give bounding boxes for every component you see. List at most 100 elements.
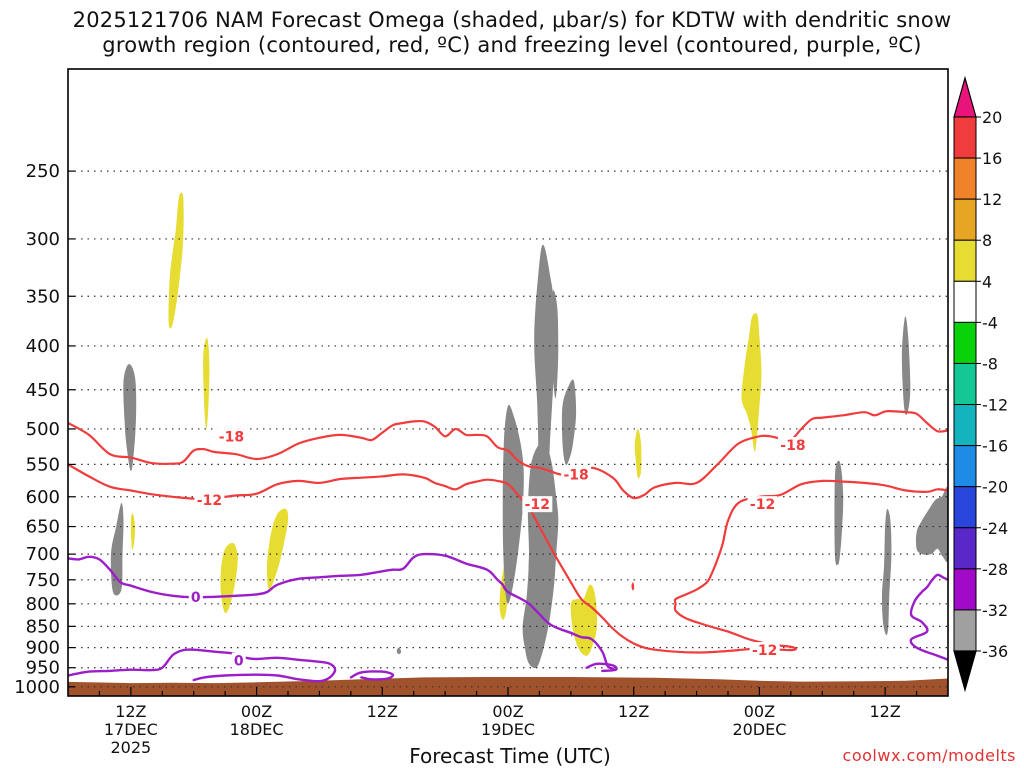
colorbar-label-9: -20 [982, 478, 1008, 497]
freezing-level-label-0: 0 [191, 590, 201, 606]
omega-shading-layer [110, 192, 948, 669]
colorbar-bin-1 [953, 116, 977, 159]
temperature-label-bg-0 [216, 428, 247, 445]
colorbar-bin-13 [953, 609, 977, 652]
colorbar-bin-8 [953, 404, 977, 447]
colorbar-bin-9 [953, 445, 977, 488]
omega-region-9 [634, 429, 642, 479]
x-tick-label-66-1: 00Z [744, 702, 775, 721]
x-tick-label-54-1: 12Z [618, 702, 649, 721]
colorbar-label-13: -36 [982, 642, 1008, 661]
x-axis-title: Forecast Time (UTC) [409, 744, 611, 768]
contour-layer [68, 410, 948, 683]
temperature-label-4: -12 [752, 643, 777, 659]
temperature-label-bg-4 [749, 642, 780, 659]
freezing-level-contour-3 [585, 662, 618, 673]
temperature-label-bg-2 [522, 496, 553, 513]
omega-region-3 [130, 513, 136, 551]
omega-region-1 [203, 337, 210, 429]
omega-region-8 [741, 313, 762, 452]
temperature-label-1: -12 [197, 493, 222, 509]
colorbar-label-12: -32 [982, 601, 1008, 620]
omega-region-13 [550, 290, 559, 399]
omega-region-2 [220, 542, 238, 614]
y-tick-label-350: 350 [26, 286, 60, 307]
colorbar-label-10: -24 [982, 519, 1008, 538]
x-tick-label-18-2: 18DEC [230, 720, 284, 739]
temperature-contour-1 [68, 463, 948, 654]
temperature-label-bg-5 [747, 496, 778, 513]
omega-region-34 [631, 582, 635, 591]
y-tick-label-800: 800 [26, 594, 60, 615]
colorbar-bin-7 [953, 362, 977, 406]
chart-title-line-1: 2025121706 NAM Forecast Omega (shaded, μ… [72, 8, 952, 32]
colorbar-bin-11 [953, 527, 977, 570]
x-tick-label-66-2: 20DEC [732, 720, 786, 739]
y-tick-label-450: 450 [26, 380, 60, 401]
y-tick-label-850: 850 [26, 616, 60, 637]
temperature-label-2: -12 [525, 497, 550, 513]
x-tick-label-78-1: 12Z [869, 702, 900, 721]
pressure-axis: 2503003504004505005506006507007508008509… [14, 161, 75, 698]
temperature-label-0: -18 [219, 429, 244, 445]
colorbar-label-1: 16 [982, 149, 1002, 168]
colorbar-label-7: -12 [982, 396, 1008, 415]
omega-region-20 [915, 487, 948, 562]
colorbar-bin-2 [953, 157, 977, 200]
omega-region-0 [168, 192, 184, 329]
omega-region-10 [123, 364, 137, 472]
freezing-level-contour-0 [68, 552, 614, 670]
x-tick-label-18-1: 00Z [241, 702, 272, 721]
colorbar-top-cap [953, 75, 977, 118]
site-credit: coolwx.com/modelts [842, 746, 1016, 765]
omega-region-19 [881, 508, 892, 636]
y-tick-label-950: 950 [26, 658, 60, 679]
colorbar-label-4: 4 [982, 272, 992, 291]
temperature-label-6: -18 [780, 438, 805, 454]
colorbar-bin-10 [953, 486, 977, 529]
y-tick-label-550: 550 [26, 454, 60, 475]
freezing-level-contour-4 [909, 573, 948, 661]
colorbar-label-0: 20 [982, 108, 1002, 127]
freezing-level-contour-1 [68, 648, 337, 683]
freezing-level-label-1: 0 [234, 654, 244, 670]
colorbar-bin-12 [953, 568, 977, 611]
chart-title-line-2: growth region (contoured, red, ºC) and f… [102, 33, 922, 57]
temperature-label-5: -12 [750, 497, 775, 513]
omega-region-16 [561, 379, 577, 465]
omega-region-17 [834, 460, 844, 566]
colorbar-label-5: -4 [982, 313, 998, 332]
y-tick-label-700: 700 [26, 544, 60, 565]
x-tick-label-42-1: 00Z [492, 702, 523, 721]
temperature-contour-0 [68, 410, 948, 500]
x-tick-label-6-2: 17DEC [104, 720, 158, 739]
x-tick-label-6-3: 2025 [110, 738, 151, 757]
colorbar-bin-5 [953, 280, 977, 323]
omega-region-4 [266, 508, 289, 590]
y-tick-label-900: 900 [26, 638, 60, 659]
y-tick-label-600: 600 [26, 487, 60, 508]
omega-region-33 [538, 558, 540, 583]
colorbar-label-3: 8 [982, 231, 992, 250]
colorbar-bin-3 [953, 198, 977, 241]
omega-region-12 [534, 244, 555, 504]
contour-labels: -18 -12 -12 -18 -12 -12 -18 0 0 [188, 428, 808, 670]
y-tick-label-250: 250 [26, 161, 60, 182]
colorbar-label-11: -28 [982, 560, 1008, 579]
omega-region-7 [570, 584, 598, 656]
temperature-label-bg-1 [194, 491, 225, 508]
colorbar-label-6: -8 [982, 354, 998, 373]
freezing-level-label-bg-0 [188, 588, 203, 605]
colorbar-bottom-cap [953, 650, 977, 693]
y-tick-label-750: 750 [26, 570, 60, 591]
x-tick-label-6-1: 12Z [115, 702, 146, 721]
colorbar-label-8: -16 [982, 437, 1008, 456]
temperature-label-bg-3 [561, 466, 592, 483]
freezing-level-contour-2 [349, 670, 395, 681]
y-tick-label-1000: 1000 [14, 677, 60, 698]
omega-region-32 [508, 486, 511, 518]
x-tick-label-42-2: 19DEC [481, 720, 535, 739]
y-tick-label-300: 300 [26, 229, 60, 250]
